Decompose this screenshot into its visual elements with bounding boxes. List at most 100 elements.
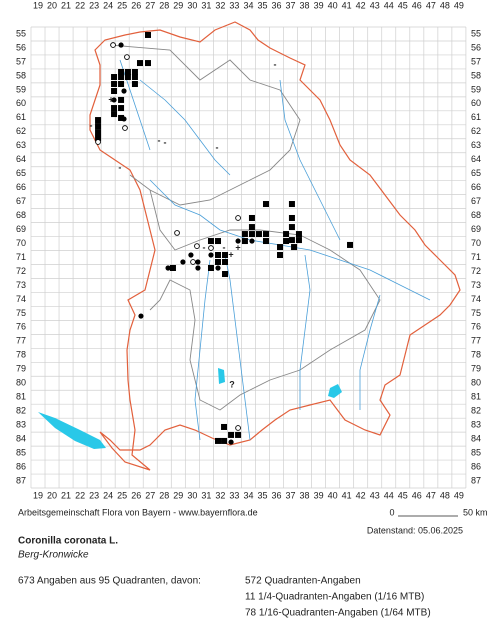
marker-square	[241, 238, 248, 245]
marker-symbol: -	[90, 120, 93, 130]
marker-square	[222, 252, 229, 259]
column-label: 40	[328, 0, 338, 10]
marker-square	[283, 238, 290, 245]
column-label: 45	[398, 490, 408, 500]
marker-square	[207, 264, 214, 271]
row-label: 71	[16, 252, 26, 262]
column-label: 42	[356, 490, 366, 500]
marker-square	[118, 81, 125, 88]
row-label: 80	[16, 378, 26, 388]
row-label: 62	[16, 126, 26, 136]
marker-symbol: +	[228, 249, 233, 259]
column-label: 27	[145, 490, 155, 500]
column-label: 36	[272, 0, 282, 10]
column-label: 25	[117, 0, 127, 10]
date: Datenstand: 05.06.2025	[367, 525, 463, 535]
row-label: 60	[16, 98, 26, 108]
row-label: 56	[471, 42, 481, 52]
summary-item: 572 Quadranten-Angaben	[245, 576, 361, 587]
column-label: 38	[300, 0, 310, 10]
row-label: 59	[16, 84, 26, 94]
row-label: 73	[16, 280, 26, 290]
row-label: 79	[471, 364, 481, 374]
lake	[328, 384, 342, 398]
marker-symbol: -	[118, 162, 121, 172]
row-label: 58	[471, 70, 481, 80]
lake-constance	[38, 412, 106, 449]
row-label: 81	[471, 392, 481, 402]
marker-square	[221, 437, 228, 444]
row-label: 78	[471, 350, 481, 360]
marker-dot	[249, 238, 255, 244]
column-label: 34	[243, 0, 253, 10]
marker-symbol: -	[273, 59, 276, 69]
column-label: 39	[314, 490, 324, 500]
column-label: 46	[412, 0, 422, 10]
marker-square	[291, 244, 298, 251]
marker-square	[215, 252, 222, 259]
marker-square	[131, 74, 138, 81]
row-label: 75	[16, 308, 26, 318]
marker-dot	[111, 97, 117, 103]
row-label: 80	[471, 378, 481, 388]
scale-end: 50 km	[463, 507, 488, 517]
marker-dot	[121, 88, 127, 94]
marker-square	[111, 105, 118, 112]
row-label: 57	[471, 56, 481, 66]
column-label: 44	[384, 0, 394, 10]
column-label: 29	[173, 0, 183, 10]
marker-circle	[110, 42, 116, 48]
marker-square	[118, 74, 125, 81]
row-label: 85	[16, 447, 26, 457]
marker-dot	[215, 265, 221, 271]
row-label: 85	[471, 447, 481, 457]
row-label: 76	[16, 322, 26, 332]
marker-square	[136, 60, 143, 67]
column-label: 22	[75, 0, 85, 10]
row-label: 87	[16, 475, 26, 485]
column-label: 49	[454, 0, 464, 10]
marker-square	[215, 258, 222, 265]
credit: Arbeitsgemeinschaft Flora von Bayern - w…	[18, 507, 258, 517]
marker-symbol: ?	[229, 379, 235, 389]
marker-square	[262, 201, 269, 208]
row-label: 55	[16, 28, 26, 38]
marker-dot	[121, 116, 127, 122]
marker-square	[288, 214, 295, 221]
species-name: Coronilla coronata L.	[18, 536, 118, 547]
marker-circle	[190, 259, 196, 265]
marker-square	[95, 134, 102, 141]
row-label: 66	[471, 182, 481, 192]
column-label: 39	[314, 0, 324, 10]
column-label: 47	[426, 0, 436, 10]
marker-dot	[235, 238, 241, 244]
column-label: 31	[201, 490, 211, 500]
column-label: 44	[384, 490, 394, 500]
marker-square	[262, 231, 269, 238]
marker-square	[124, 68, 131, 75]
column-label: 35	[257, 490, 267, 500]
column-label: 30	[187, 490, 197, 500]
row-label: 74	[16, 294, 26, 304]
row-label: 63	[471, 140, 481, 150]
row-label: 84	[16, 434, 26, 444]
column-label: 30	[187, 0, 197, 10]
column-label: 19	[33, 0, 43, 10]
column-label: 40	[328, 490, 338, 500]
column-label: 25	[117, 490, 127, 500]
column-label: 20	[47, 0, 57, 10]
column-label: 33	[229, 0, 239, 10]
column-label: 41	[342, 0, 352, 10]
marker-square	[283, 231, 290, 238]
column-label: 45	[398, 0, 408, 10]
row-label: 86	[471, 461, 481, 471]
row-label: 82	[471, 406, 481, 416]
marker-dot	[188, 252, 194, 258]
row-label: 83	[16, 420, 26, 430]
marker-dot	[208, 252, 214, 258]
column-label: 24	[103, 490, 113, 500]
row-label: 65	[16, 168, 26, 178]
row-label: 59	[471, 84, 481, 94]
summary-item: 78 1/16-Quadranten-Angaben (1/64 MTB)	[245, 608, 431, 619]
row-label: 64	[471, 154, 481, 164]
